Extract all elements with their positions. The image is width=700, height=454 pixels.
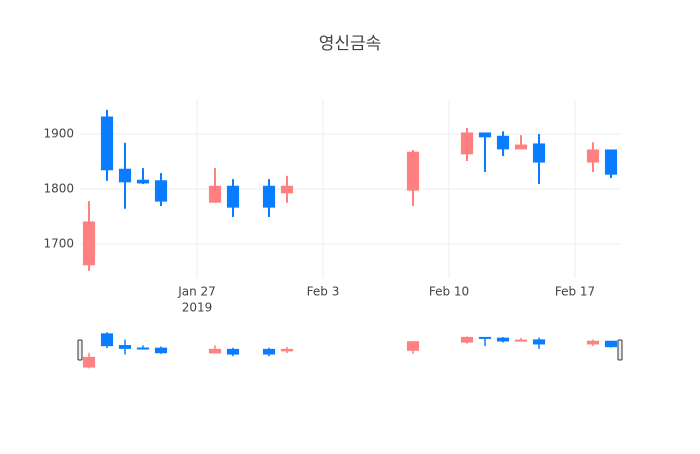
mini-candle-body xyxy=(604,340,618,348)
mini-candle-body xyxy=(478,336,492,339)
x-year-label: 2019 xyxy=(182,301,213,315)
mini-candle-body xyxy=(100,333,114,347)
mini-candle-body xyxy=(262,348,276,355)
range-slider xyxy=(80,330,620,370)
mini-candle-body xyxy=(118,345,132,349)
y-tick-label: 1700 xyxy=(43,236,74,250)
candle-body xyxy=(100,116,114,171)
y-tick-label: 1800 xyxy=(43,182,74,196)
candle-body xyxy=(280,185,294,194)
candle-body xyxy=(586,149,600,163)
candle-body xyxy=(460,132,474,155)
mini-candle-body xyxy=(406,341,420,351)
mini-candle-body xyxy=(208,348,222,354)
x-tick-label: Jan 27 xyxy=(177,285,216,299)
mini-candle-body xyxy=(496,337,510,342)
mini-candle-body xyxy=(460,336,474,343)
range-handle xyxy=(617,339,623,361)
candle-body xyxy=(532,143,546,163)
mini-candle-body xyxy=(586,340,600,345)
candle-body xyxy=(496,135,510,150)
mini-candle-body xyxy=(154,347,168,354)
candle-body xyxy=(406,151,420,191)
candle-body xyxy=(226,185,240,208)
mini-candle-body xyxy=(280,348,294,352)
range-handle xyxy=(77,339,83,361)
candle-body xyxy=(262,185,276,208)
candle-body xyxy=(604,149,618,175)
candle-body xyxy=(82,221,96,266)
mini-candle-body xyxy=(226,348,240,355)
mini-candle-body xyxy=(136,347,150,350)
mini-candle-body xyxy=(514,339,528,342)
candle-body xyxy=(154,180,168,202)
y-tick-label: 1900 xyxy=(43,127,74,141)
chart-title: 영신금속 xyxy=(319,34,382,54)
candle-body xyxy=(118,168,132,183)
x-tick-label: Feb 10 xyxy=(429,285,469,299)
mini-candle-body xyxy=(82,356,96,368)
candle-body xyxy=(478,132,492,138)
candle-body xyxy=(208,185,222,203)
x-tick-label: Feb 17 xyxy=(555,285,595,299)
mini-candle-body xyxy=(532,339,546,345)
candle-body xyxy=(136,179,150,184)
x-tick-label: Feb 3 xyxy=(307,285,340,299)
candle-body xyxy=(514,144,528,150)
